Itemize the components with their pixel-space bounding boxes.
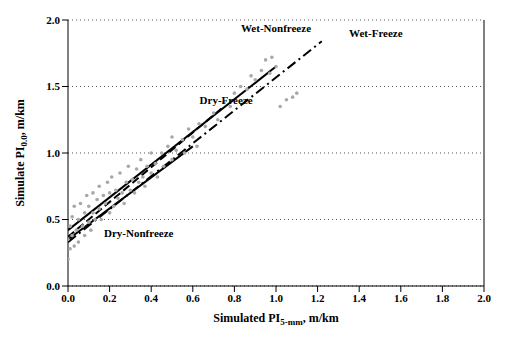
svg-text:0.0: 0.0 [46,280,60,292]
svg-text:0.8: 0.8 [228,292,242,304]
svg-text:Simulated PI5-mm, m/km: Simulated PI5-mm, m/km [213,311,339,327]
svg-text:1.0: 1.0 [46,147,60,159]
svg-text:Wet-Freeze: Wet-Freeze [349,27,403,39]
svg-text:Wet-Nonfreeze: Wet-Nonfreeze [241,22,311,34]
svg-text:2.0: 2.0 [46,14,60,26]
svg-text:Dry-Freeze: Dry-Freeze [200,94,253,106]
svg-text:0.2: 0.2 [103,292,117,304]
svg-text:1.4: 1.4 [352,292,366,304]
svg-text:0.6: 0.6 [186,292,200,304]
svg-text:0.0: 0.0 [61,292,75,304]
svg-text:Dry-Nonfreeze: Dry-Nonfreeze [104,227,174,239]
svg-text:0.4: 0.4 [144,292,158,304]
svg-text:2.0: 2.0 [477,292,491,304]
svg-text:Simulate PI0.0, m/km: Simulate PI0.0, m/km [13,99,29,207]
svg-text:1.8: 1.8 [436,292,450,304]
svg-text:1.5: 1.5 [46,80,60,92]
svg-text:1.6: 1.6 [394,292,408,304]
svg-text:0.5: 0.5 [46,213,60,225]
svg-text:1.0: 1.0 [269,292,283,304]
svg-text:1.2: 1.2 [311,292,325,304]
